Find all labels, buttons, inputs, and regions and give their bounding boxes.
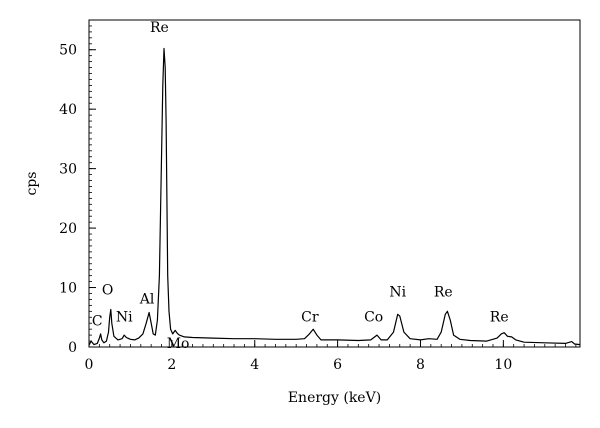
y-tick-label: 10 — [59, 281, 77, 297]
peak-label: Cr — [301, 309, 319, 325]
peak-label: Mo — [167, 336, 190, 352]
series-line-spectrum — [88, 47, 581, 346]
peak-label: Re — [490, 309, 509, 325]
y-axis-label: cps — [24, 172, 40, 196]
peak-label: Co — [364, 309, 383, 325]
peak-annotations: Re OC Ni Al Mo Cr Co Ni Re Re — [92, 20, 509, 352]
peak-label: Re — [150, 20, 169, 36]
y-tick-label: 20 — [59, 221, 77, 237]
y-tick-label: 30 — [59, 162, 77, 178]
peak-label: Ni — [389, 284, 406, 300]
x-tick-label: 2 — [167, 357, 176, 373]
peak-label: Al — [139, 292, 155, 308]
plot-frame — [88, 19, 581, 348]
x-axis-label: Energy (keV) — [288, 390, 381, 406]
peak-label: Ni — [116, 309, 133, 325]
axis-ticks — [88, 19, 577, 348]
x-tick-label: 8 — [416, 357, 425, 373]
y-tick-label: 40 — [59, 102, 77, 118]
peak-label: Re — [434, 284, 453, 300]
x-tick-label: 0 — [85, 357, 94, 373]
x-tick-label: 4 — [250, 357, 259, 373]
peak-label: O — [102, 283, 113, 299]
y-tick-label: 50 — [59, 43, 77, 59]
x-tick-label: 10 — [494, 357, 512, 373]
x-tick-label: 6 — [333, 357, 342, 373]
y-tick-label: 0 — [68, 340, 77, 356]
tick-labels: 0 2 4 6 8 10 0 10 20 30 40 50 — [59, 43, 512, 373]
peak-label: C — [92, 314, 103, 330]
